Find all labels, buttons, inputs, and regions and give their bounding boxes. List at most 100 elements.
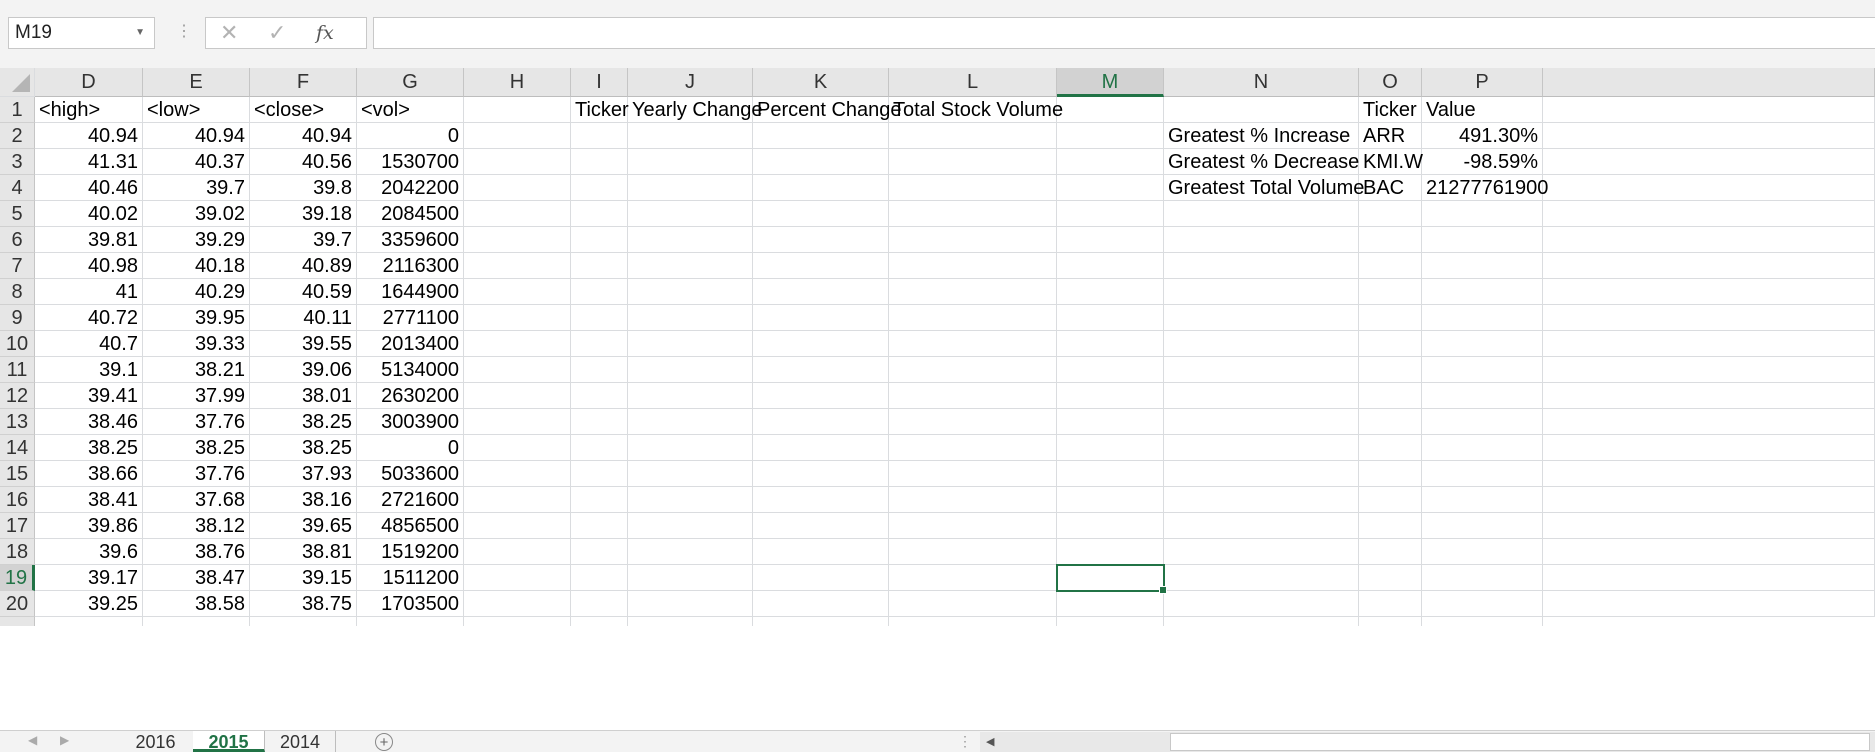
cell-n1[interactable] bbox=[1164, 97, 1359, 123]
column-header-l[interactable]: L bbox=[889, 68, 1057, 97]
cell-p6[interactable] bbox=[1422, 227, 1543, 253]
cell-g9[interactable]: 2771100 bbox=[357, 305, 464, 331]
cell-e1[interactable]: <low> bbox=[143, 97, 250, 123]
cell-f3[interactable]: 40.56 bbox=[250, 149, 357, 175]
cell-n4[interactable]: Greatest Total Volume bbox=[1164, 175, 1364, 201]
cell-n8[interactable] bbox=[1164, 279, 1359, 305]
cell-k11[interactable] bbox=[753, 357, 889, 383]
cell-f17[interactable]: 39.65 bbox=[250, 513, 357, 539]
cell-d20[interactable]: 39.25 bbox=[35, 591, 143, 617]
row-header-14[interactable]: 14 bbox=[0, 435, 35, 461]
row-header-11[interactable]: 11 bbox=[0, 357, 35, 383]
cell-p19[interactable] bbox=[1422, 565, 1543, 591]
horizontal-scrollbar[interactable]: ◀ bbox=[980, 732, 1875, 752]
cell-l8[interactable] bbox=[889, 279, 1057, 305]
cell-l20[interactable] bbox=[889, 591, 1057, 617]
cell-g2[interactable]: 0 bbox=[357, 123, 464, 149]
cell-l7[interactable] bbox=[889, 253, 1057, 279]
cell-d6[interactable]: 39.81 bbox=[35, 227, 143, 253]
cell-l3[interactable] bbox=[889, 149, 1057, 175]
cell-e5[interactable]: 39.02 bbox=[143, 201, 250, 227]
cell-g13[interactable]: 3003900 bbox=[357, 409, 464, 435]
cell-m12[interactable] bbox=[1057, 383, 1164, 409]
cell-k14[interactable] bbox=[753, 435, 889, 461]
cell-l6[interactable] bbox=[889, 227, 1057, 253]
cell-h1[interactable] bbox=[464, 97, 571, 123]
scrollbar-thumb[interactable] bbox=[1170, 733, 1870, 751]
cell-o20[interactable] bbox=[1359, 591, 1422, 617]
select-all-corner[interactable] bbox=[0, 68, 35, 97]
cell-k7[interactable] bbox=[753, 253, 889, 279]
cell-i8[interactable] bbox=[571, 279, 628, 305]
cell-h3[interactable] bbox=[464, 149, 571, 175]
cell-m10[interactable] bbox=[1057, 331, 1164, 357]
cell-l17[interactable] bbox=[889, 513, 1057, 539]
cell-o1[interactable]: Ticker bbox=[1359, 97, 1422, 123]
scroll-tabs-right-icon[interactable]: ▶ bbox=[60, 733, 70, 747]
cell-d2[interactable]: 40.94 bbox=[35, 123, 143, 149]
column-header-g[interactable]: G bbox=[357, 68, 464, 97]
cell-p13[interactable] bbox=[1422, 409, 1543, 435]
cell-n5[interactable] bbox=[1164, 201, 1359, 227]
cell-p9[interactable] bbox=[1422, 305, 1543, 331]
cell-p17[interactable] bbox=[1422, 513, 1543, 539]
cell-p5[interactable] bbox=[1422, 201, 1543, 227]
cell-o16[interactable] bbox=[1359, 487, 1422, 513]
cell-o14[interactable] bbox=[1359, 435, 1422, 461]
cell-partial[interactable] bbox=[753, 617, 889, 626]
cell-i10[interactable] bbox=[571, 331, 628, 357]
cell-f7[interactable]: 40.89 bbox=[250, 253, 357, 279]
cell-p7[interactable] bbox=[1422, 253, 1543, 279]
cell-n17[interactable] bbox=[1164, 513, 1359, 539]
cell-g3[interactable]: 1530700 bbox=[357, 149, 464, 175]
cell-n2[interactable]: Greatest % Increase bbox=[1164, 123, 1359, 149]
cell-partial[interactable] bbox=[1422, 617, 1543, 626]
cell-e13[interactable]: 37.76 bbox=[143, 409, 250, 435]
cell-h13[interactable] bbox=[464, 409, 571, 435]
column-header-n[interactable]: N bbox=[1164, 68, 1359, 97]
cell-n20[interactable] bbox=[1164, 591, 1359, 617]
cell-o19[interactable] bbox=[1359, 565, 1422, 591]
formula-input[interactable] bbox=[373, 17, 1875, 49]
cell-o9[interactable] bbox=[1359, 305, 1422, 331]
cell-l10[interactable] bbox=[889, 331, 1057, 357]
column-header-j[interactable]: J bbox=[628, 68, 753, 97]
cell-h11[interactable] bbox=[464, 357, 571, 383]
cell-l2[interactable] bbox=[889, 123, 1057, 149]
cell-j20[interactable] bbox=[628, 591, 753, 617]
cell-l13[interactable] bbox=[889, 409, 1057, 435]
cell-l18[interactable] bbox=[889, 539, 1057, 565]
scroll-tabs-left-icon[interactable]: ◀ bbox=[28, 733, 38, 747]
cell-i17[interactable] bbox=[571, 513, 628, 539]
cell-f20[interactable]: 38.75 bbox=[250, 591, 357, 617]
column-header-h[interactable]: H bbox=[464, 68, 571, 97]
cell-k16[interactable] bbox=[753, 487, 889, 513]
cell-h9[interactable] bbox=[464, 305, 571, 331]
cell-j13[interactable] bbox=[628, 409, 753, 435]
cell-i11[interactable] bbox=[571, 357, 628, 383]
cell-i4[interactable] bbox=[571, 175, 628, 201]
cell-k3[interactable] bbox=[753, 149, 889, 175]
row-header-20[interactable]: 20 bbox=[0, 591, 35, 617]
cell-j17[interactable] bbox=[628, 513, 753, 539]
cell-o18[interactable] bbox=[1359, 539, 1422, 565]
cell-j11[interactable] bbox=[628, 357, 753, 383]
cell-f1[interactable]: <close> bbox=[250, 97, 357, 123]
cell-n6[interactable] bbox=[1164, 227, 1359, 253]
cell-k15[interactable] bbox=[753, 461, 889, 487]
cell-g7[interactable]: 2116300 bbox=[357, 253, 464, 279]
cell-e9[interactable]: 39.95 bbox=[143, 305, 250, 331]
cell-l12[interactable] bbox=[889, 383, 1057, 409]
cell-m13[interactable] bbox=[1057, 409, 1164, 435]
cell-j18[interactable] bbox=[628, 539, 753, 565]
column-header-o[interactable]: O bbox=[1359, 68, 1422, 97]
cell-f9[interactable]: 40.11 bbox=[250, 305, 357, 331]
cell-m5[interactable] bbox=[1057, 201, 1164, 227]
cell-partial[interactable] bbox=[1057, 617, 1164, 626]
row-header-3[interactable]: 3 bbox=[0, 149, 35, 175]
cell-g19[interactable]: 1511200 bbox=[357, 565, 464, 591]
cell-partial[interactable] bbox=[571, 617, 628, 626]
cell-m16[interactable] bbox=[1057, 487, 1164, 513]
cell-d15[interactable]: 38.66 bbox=[35, 461, 143, 487]
cell-partial[interactable] bbox=[357, 617, 464, 626]
